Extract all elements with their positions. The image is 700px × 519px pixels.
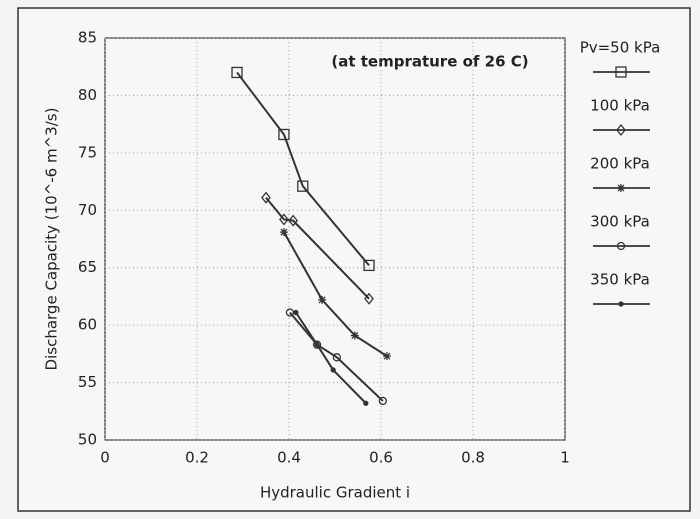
marker <box>382 352 391 361</box>
marker <box>318 295 327 304</box>
marker <box>330 367 336 373</box>
marker <box>231 66 243 79</box>
marker <box>312 340 322 349</box>
legend-label: 100 kPa <box>590 97 650 115</box>
marker <box>261 191 271 204</box>
marker <box>616 241 626 251</box>
x-tick-label: 0 <box>100 449 110 467</box>
series-line <box>265 197 370 300</box>
y-tick-label: 60 <box>78 316 97 334</box>
marker <box>279 213 289 226</box>
y-tick-label: 50 <box>78 431 97 449</box>
legend-label: 200 kPa <box>590 155 650 173</box>
y-axis-label: Discharge Capacity (10^-6 m^3/s) <box>43 108 61 371</box>
x-tick-label: 1 <box>560 449 570 467</box>
marker <box>618 301 624 307</box>
x-axis-label: Hydraulic Gradient i <box>260 484 410 502</box>
marker <box>279 228 288 237</box>
frame <box>17 7 691 512</box>
marker <box>363 259 375 272</box>
marker <box>378 396 387 406</box>
marker <box>350 331 359 340</box>
legend-label: Pv=50 kPa <box>580 39 661 57</box>
series-line <box>236 71 370 267</box>
y-tick-label: 80 <box>78 86 97 104</box>
series-line <box>295 311 367 404</box>
marker <box>288 214 298 227</box>
annotation: (at temprature of 26 C) <box>331 53 528 71</box>
marker <box>314 342 320 348</box>
y-tick-label: 85 <box>78 29 97 47</box>
marker <box>617 184 625 192</box>
series-line <box>289 311 384 402</box>
marker <box>615 66 627 78</box>
y-tick-label: 70 <box>78 201 97 219</box>
marker <box>297 180 309 192</box>
marker <box>332 353 341 362</box>
legend-label: 300 kPa <box>590 213 650 231</box>
x-tick-label: 0.6 <box>369 449 393 467</box>
marker <box>278 128 290 141</box>
series-line <box>283 231 388 357</box>
y-tick-label: 65 <box>78 258 97 276</box>
y-tick-label: 75 <box>78 143 97 161</box>
legend-label: 350 kPa <box>590 271 650 289</box>
x-tick-label: 0.2 <box>185 449 209 467</box>
x-tick-label: 0.8 <box>461 449 485 467</box>
y-tick-label: 55 <box>78 373 97 391</box>
marker <box>364 292 374 305</box>
x-tick-label: 0.4 <box>277 449 301 467</box>
marker <box>616 123 626 137</box>
marker <box>363 400 369 406</box>
marker <box>293 309 299 316</box>
